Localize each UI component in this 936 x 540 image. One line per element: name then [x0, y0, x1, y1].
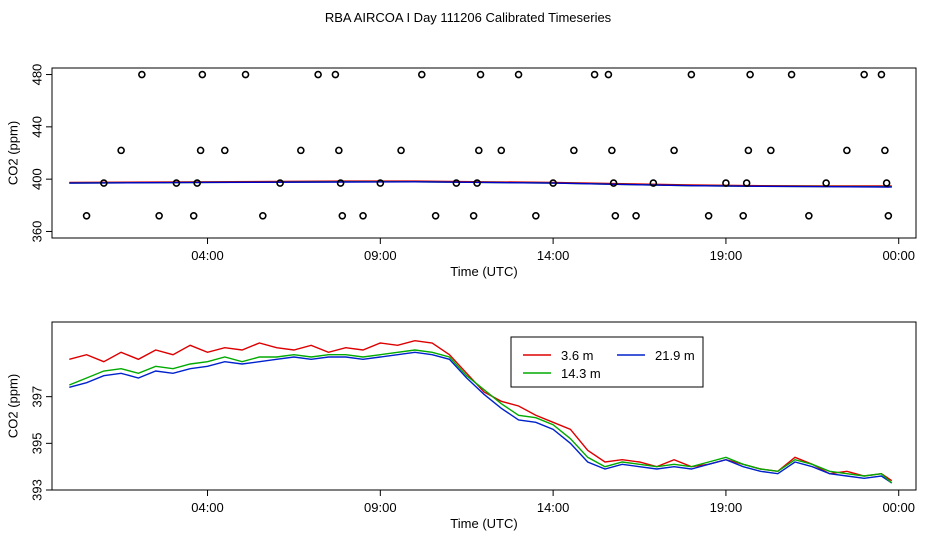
- panel1-data-point: [431, 211, 440, 220]
- panel1-data-point: [417, 70, 426, 79]
- panel1-y-tick-label: 400: [29, 168, 44, 190]
- panel1-data-point: [611, 211, 620, 220]
- panel1-data-point: [649, 179, 658, 187]
- panel1-x-axis-label: Time (UTC): [450, 264, 517, 279]
- panel1-data-point: [276, 179, 284, 187]
- panel1-data-point: [452, 179, 461, 187]
- panel1-data-point: [860, 70, 868, 79]
- panel1-data-point: [475, 146, 483, 155]
- legend-label-3: 14.3 m: [561, 366, 601, 381]
- panel1-data-point: [767, 146, 775, 155]
- panel1-data-point: [297, 146, 305, 155]
- panel1-data-point: [632, 211, 640, 220]
- panel1-y-axis-label: CO2 (ppm): [5, 121, 20, 185]
- panel-top: 04:00 09:00 14:00 19:00 00:00 360 400 440 480 Tim…: [5, 64, 917, 279]
- panel2-x-tick-label: 00:00: [882, 500, 915, 515]
- panel1-data-point: [469, 211, 478, 220]
- panel1-data-point: [822, 179, 830, 187]
- panel2-y-tick-label: 393: [29, 479, 44, 501]
- panel2-x-tick-label: 14:00: [537, 500, 570, 515]
- panel1-series-line-3: [69, 181, 892, 188]
- panel1-data-point: [259, 211, 267, 220]
- panel1-data-point: [100, 179, 108, 187]
- panel2-y-axis-label: CO2 (ppm): [5, 374, 20, 438]
- panel1-data-point: [670, 146, 678, 155]
- panel2-legend: 3.6 m 21.9 m 14.3 m: [510, 336, 704, 388]
- panel1-data-point: [604, 70, 613, 79]
- panel2-x-axis-label: Time (UTC): [450, 516, 517, 531]
- panel1-data-point: [843, 146, 851, 155]
- panel1-data-point: [881, 146, 889, 155]
- panel1-y-tick-label: 440: [29, 116, 44, 138]
- panel1-data-point: [514, 70, 523, 79]
- panel2-x-tick-label: 19:00: [710, 500, 743, 515]
- panel-bottom: 04:00 09:00 14:00 19:00 00:00 393 395 397 Time (…: [5, 321, 917, 531]
- panel1-data-point: [742, 179, 751, 187]
- panel1-data-point: [117, 146, 125, 155]
- panel1-y-tick-label: 480: [29, 64, 44, 86]
- panel1-data-point: [189, 211, 198, 220]
- panel1-plot-frame: [51, 67, 917, 239]
- panel1-data-point: [609, 179, 618, 187]
- panel1-data-point: [338, 211, 347, 220]
- panel1-data-point: [196, 146, 205, 155]
- panel1-data-point: [335, 146, 343, 155]
- panel1-data-point: [704, 211, 713, 220]
- panel1-x-tick-label: 09:00: [364, 248, 397, 263]
- panel2-series-line-2: [69, 351, 893, 484]
- panel1-data-point: [172, 179, 181, 187]
- panel1-y-tick-label: 360: [29, 221, 44, 243]
- panel1-data-point: [155, 211, 163, 220]
- legend-box: [510, 336, 704, 388]
- panel2-y-tick-label: 395: [29, 432, 44, 454]
- panel1-data-point: [532, 211, 540, 220]
- panel2-series-line-1: [69, 339, 893, 482]
- panel2-y-tick-label: 397: [29, 386, 44, 408]
- chart-title: RBA AIRCOA I Day 111206 Calibrated Times…: [325, 10, 612, 25]
- panel1-data-point: [739, 211, 748, 220]
- panel1-data-point: [198, 70, 207, 79]
- panel1-data-point: [746, 70, 754, 79]
- panel1-x-tick-label: 19:00: [710, 248, 743, 263]
- panel1-data-point: [744, 146, 753, 155]
- panel1-x-tick-label: 00:00: [882, 248, 915, 263]
- panel1-data-point: [359, 211, 367, 220]
- panel1-data-point: [882, 179, 891, 187]
- panel1-data-point: [314, 70, 322, 79]
- panel2-series-line-3: [69, 349, 893, 484]
- panel1-data-point: [570, 146, 578, 155]
- panel1-data-point: [336, 179, 345, 187]
- panel1-data-point: [884, 211, 893, 220]
- panel1-data-point: [331, 70, 340, 79]
- panel2-x-tick-label: 09:00: [364, 500, 397, 515]
- panel1-x-tick-label: 04:00: [191, 248, 224, 263]
- panel1-data-point: [397, 146, 405, 155]
- panel1-data-point: [549, 179, 557, 187]
- panel1-data-point: [221, 146, 229, 155]
- legend-label-1: 3.6 m: [561, 348, 594, 363]
- panel1-x-tick-label: 14:00: [537, 248, 570, 263]
- panel1-data-point: [590, 70, 599, 79]
- panel1-data-point: [722, 179, 730, 187]
- panel1-data-point: [687, 70, 696, 79]
- panel1-data-point: [805, 211, 813, 220]
- panel1-data-point: [138, 70, 146, 79]
- panel2-plot-frame: [51, 321, 917, 491]
- panel2-x-tick-label: 04:00: [191, 500, 224, 515]
- panel1-data-point: [497, 146, 506, 155]
- panel1-data-point: [82, 211, 91, 220]
- panel1-data-point: [193, 179, 201, 187]
- panel1-data-point: [476, 70, 485, 79]
- panel1-data-point: [376, 179, 385, 187]
- panel1-data-point: [877, 70, 886, 79]
- panel1-data-point: [787, 70, 796, 79]
- panel1-data-point: [473, 179, 481, 187]
- legend-label-2: 21.9 m: [655, 348, 695, 363]
- panel1-data-point: [608, 146, 616, 155]
- panel1-data-point: [241, 70, 250, 79]
